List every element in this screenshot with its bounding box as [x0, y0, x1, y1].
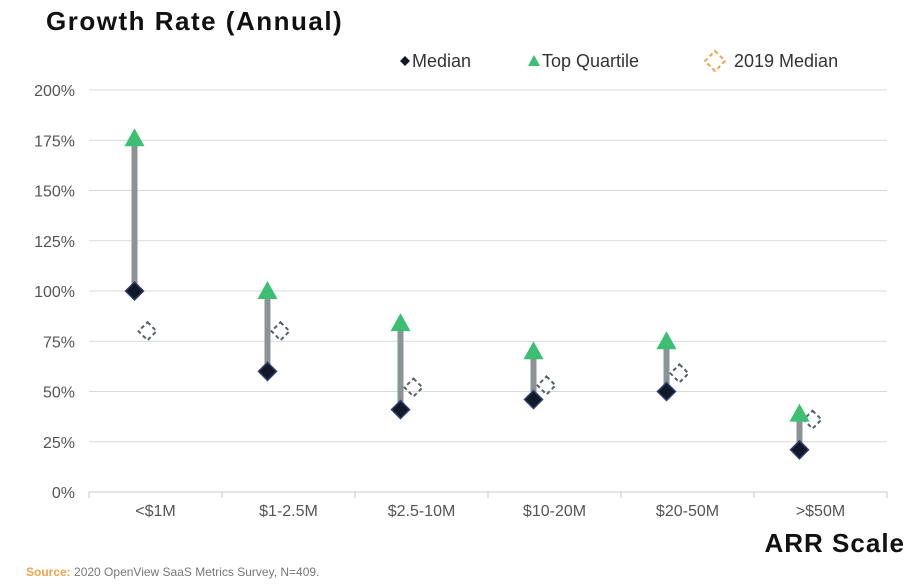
- point-2019-median: [270, 320, 291, 342]
- legend-median-label: Median: [412, 51, 471, 71]
- legend-2019-median-marker: [703, 49, 727, 73]
- point-median: [124, 280, 145, 302]
- point-median: [523, 389, 544, 410]
- source-text: 2020 OpenView SaaS Metrics Survey, N=409…: [74, 565, 320, 579]
- point-top-quartile: [390, 313, 411, 332]
- point-top-quartile: [124, 128, 145, 147]
- y-tick-label: 100%: [34, 284, 75, 301]
- y-tick-label: 200%: [34, 83, 75, 100]
- source-note: Source: 2020 OpenView SaaS Metrics Surve…: [26, 565, 319, 579]
- x-tick-label: $20-50M: [656, 503, 719, 520]
- y-tick-label: 150%: [34, 184, 75, 201]
- y-tick-label: 50%: [43, 385, 75, 402]
- point-2019-median: [137, 320, 158, 342]
- x-tick-label: >$50M: [796, 503, 845, 520]
- y-tick-label: 25%: [43, 435, 75, 452]
- point-top-quartile: [656, 331, 677, 350]
- legend-top-quartile-label: Top Quartile: [542, 51, 639, 71]
- x-tick-label: <$1M: [135, 503, 175, 520]
- point-median: [257, 361, 278, 382]
- connectors: [131, 138, 803, 450]
- y-tick-label: 75%: [43, 334, 75, 351]
- source-label: Source:: [26, 565, 71, 579]
- legend: Median Top Quartile 2019 Median: [400, 49, 838, 73]
- point-median: [789, 439, 810, 460]
- point-2019-median: [403, 377, 424, 398]
- axes: 0% 25% 50% 75% 100% 125% 150% 175% 200% <$1M $1-2.…: [34, 83, 888, 520]
- legend-2019-median-label: 2019 Median: [734, 51, 838, 71]
- markers: [124, 128, 823, 460]
- point-median: [656, 381, 677, 402]
- point-median: [390, 399, 411, 420]
- y-tick-label: 125%: [34, 234, 75, 251]
- x-tick-label: $2.5-10M: [388, 503, 456, 520]
- x-tick-label: $10-20M: [523, 503, 586, 520]
- point-2019-median: [536, 375, 557, 396]
- x-tick-label: $1-2.5M: [259, 503, 318, 520]
- point-top-quartile: [523, 341, 544, 360]
- y-tick-label: 175%: [34, 133, 75, 150]
- y-tick-label: 0%: [52, 485, 75, 502]
- point-top-quartile: [789, 403, 810, 422]
- legend-top-quartile-marker: [528, 55, 540, 66]
- point-2019-median: [669, 362, 690, 384]
- grid-lines: [89, 89, 887, 443]
- x-axis-title: ARR Scale: [764, 528, 905, 558]
- legend-median-marker: [400, 56, 410, 66]
- point-top-quartile: [257, 281, 278, 299]
- chart-title: Growth Rate (Annual): [46, 6, 344, 36]
